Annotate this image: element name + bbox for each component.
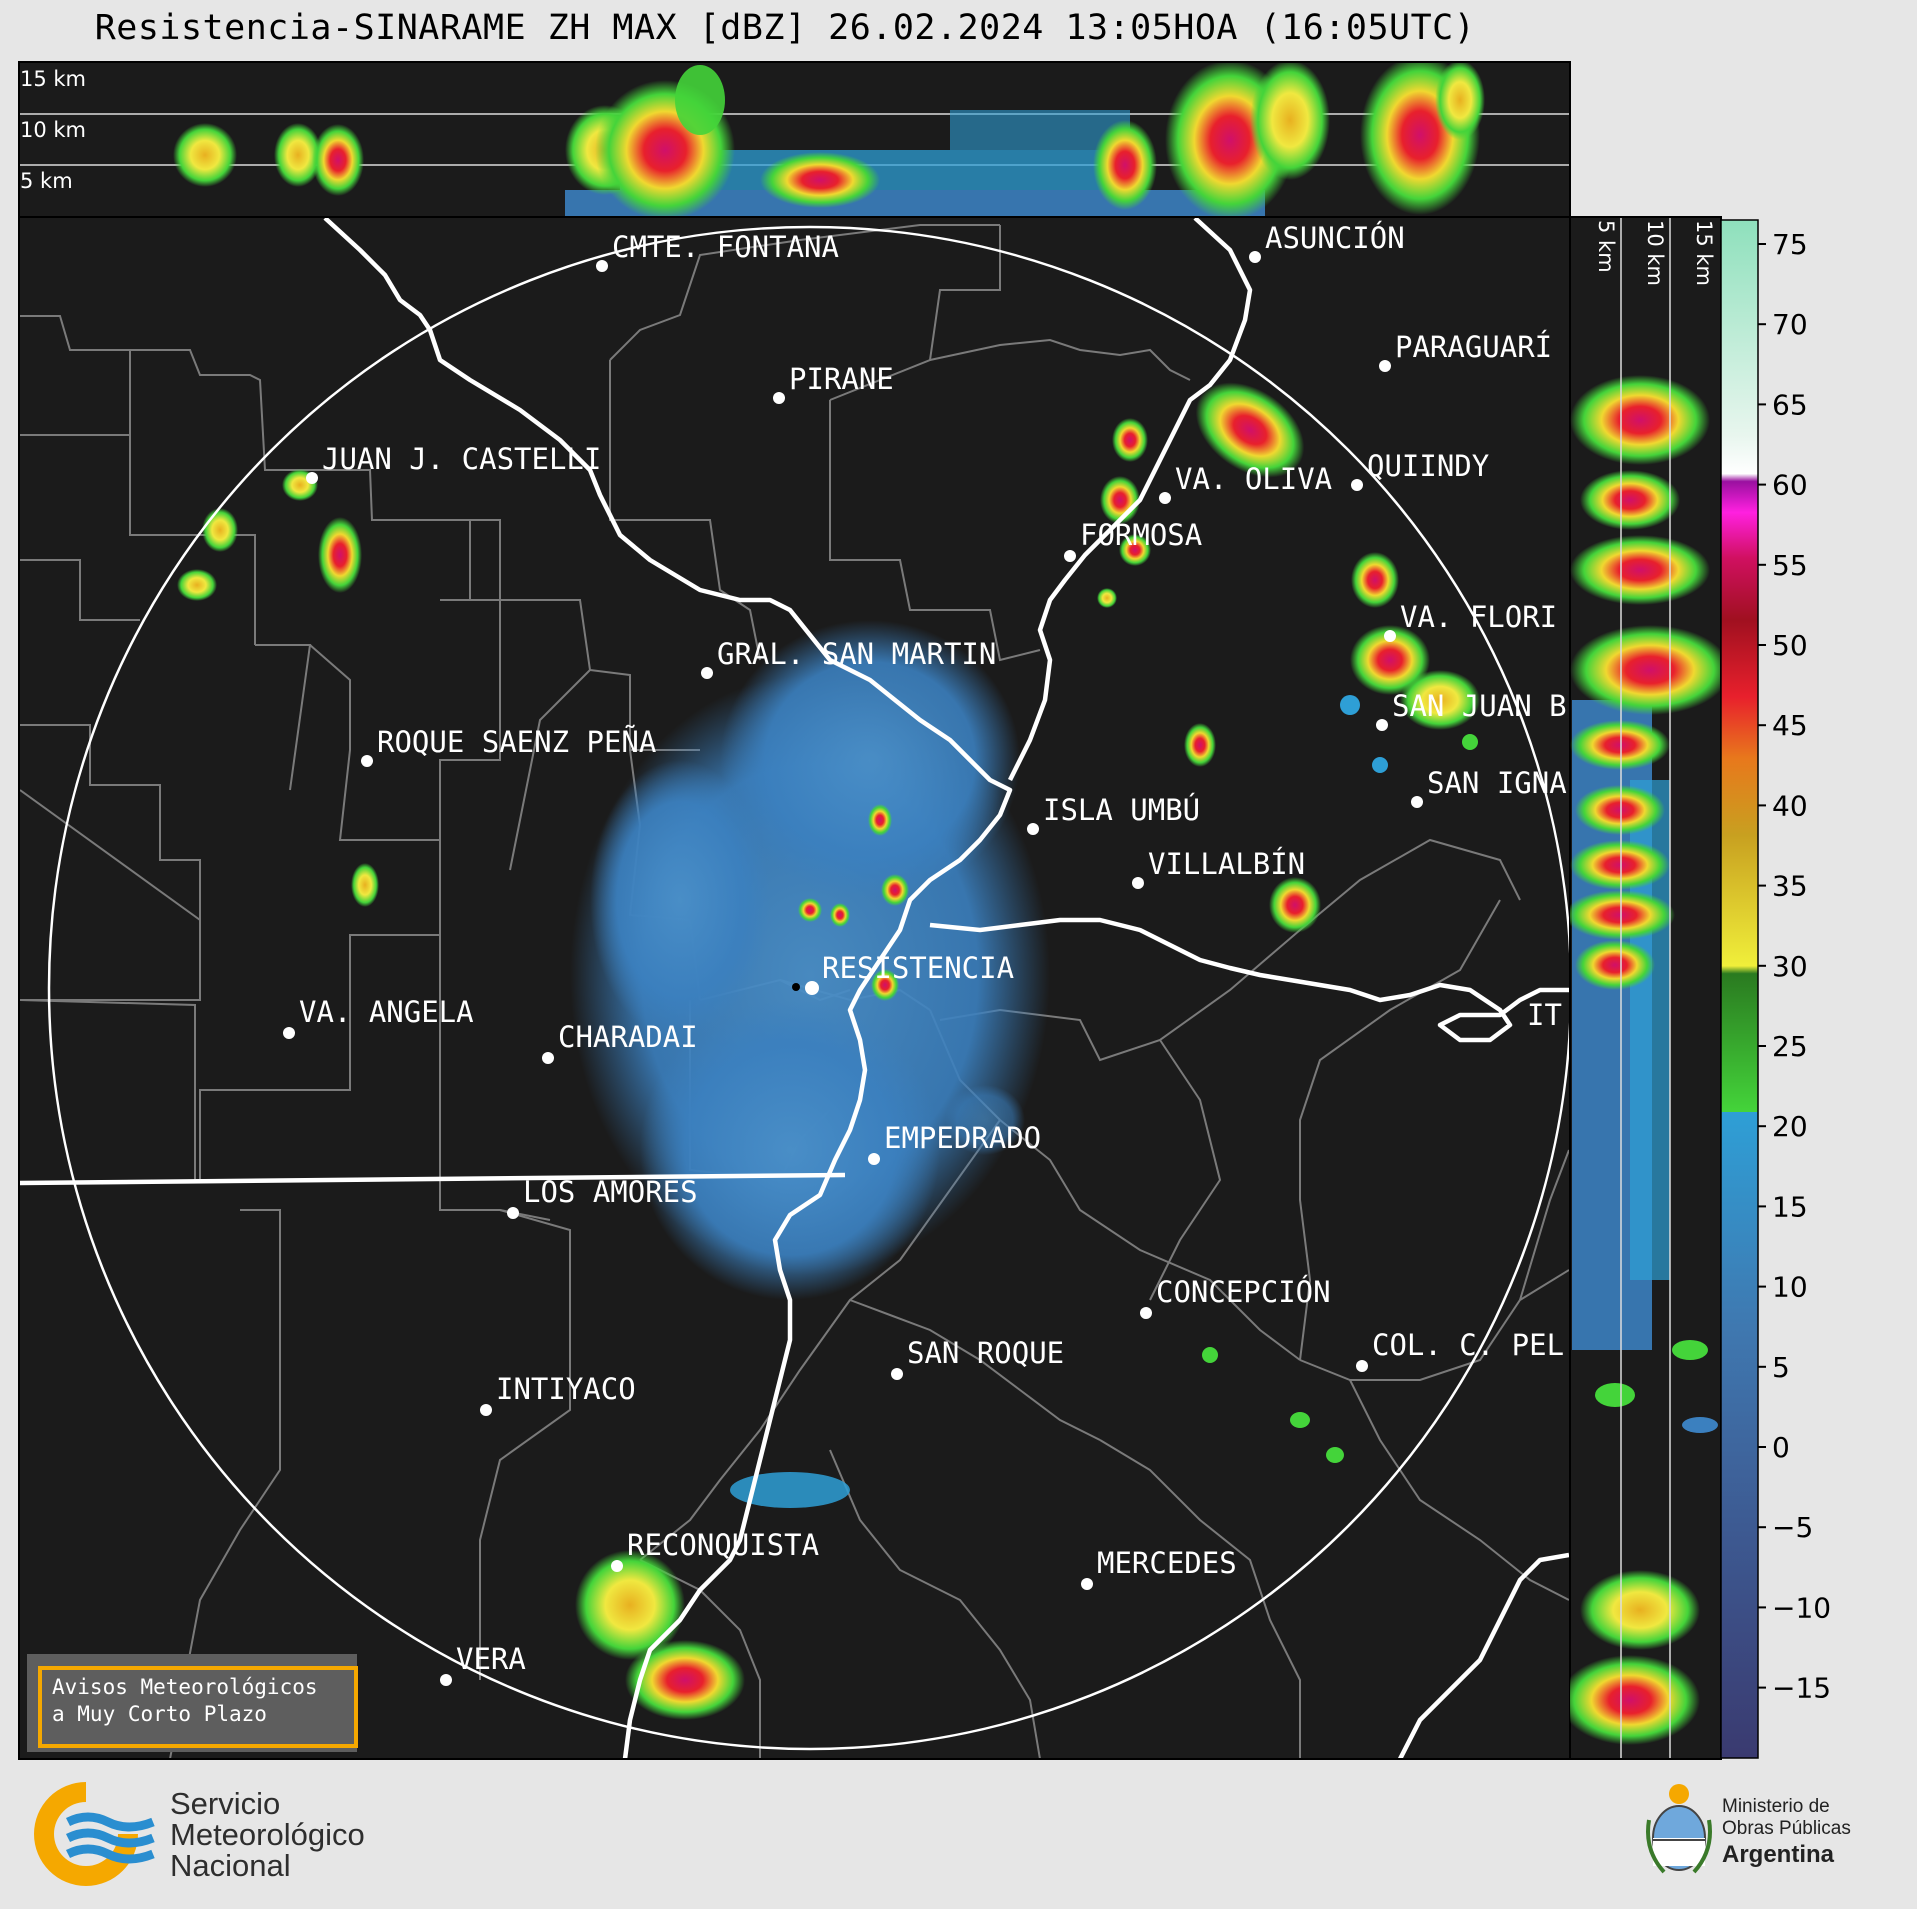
colorbar-tick-label: 60 [1772,469,1808,502]
colorbar-tick-label: 45 [1772,709,1808,742]
city-label-concepcion: CONCEPCIÓN [1156,1275,1331,1309]
top-height-label-10km: 10 km [20,118,86,142]
range-ring [47,225,1569,1751]
smn-line-2: Meteorológico [170,1817,365,1852]
colorbar-tick-label: 55 [1772,549,1808,582]
ministry-name: Ministerio de Obras Públicas Argentina [1722,1796,1851,1870]
warning-frame: Avisos Meteorológicos a Muy Corto Plazo [38,1666,358,1748]
side-height-profile: 5 km 10 km 15 km [1569,216,1722,1760]
ministry-line-3: Argentina [1722,1841,1835,1868]
side-height-label-15km: 15 km [1692,220,1716,286]
colorbar-tick-label: 40 [1772,789,1808,822]
city-label-va-oliva: VA. OLIVA [1175,462,1332,496]
city-labels: CMTE. FONTANA ASUNCIÓN PIRANE PARAGUARÍ … [299,221,1567,1676]
short-term-warning-banner[interactable]: Avisos Meteorológicos a Muy Corto Plazo [27,1654,358,1752]
city-label-va-flori: VA. FLORI [1400,600,1557,634]
city-label-los-amores: LOS AMORES [523,1175,698,1209]
city-label-empedrado: EMPEDRADO [884,1121,1041,1155]
city-markers [283,251,1423,1686]
city-label-intiyaco: INTIYACO [496,1372,636,1406]
colorbar-tick-label: 10 [1772,1271,1808,1304]
top-height-profile: 15 km 10 km 5 km [18,61,1571,219]
radar-map: CMTE. FONTANA ASUNCIÓN PIRANE PARAGUARÍ … [18,216,1571,1760]
colorbar-tick-label: 5 [1772,1351,1790,1384]
colorbar-tick-label: −15 [1772,1672,1831,1705]
city-label-roque-saenz-pena: ROQUE SAENZ PEÑA [377,725,656,759]
city-label-resistencia: RESISTENCIA [822,951,1014,985]
city-label-va-angela: VA. ANGELA [299,995,474,1029]
city-label-paraguari: PARAGUARÍ [1395,330,1552,364]
city-label-pirane: PIRANE [789,362,894,396]
city-label-cmte-fontana: CMTE. FONTANA [612,230,839,264]
city-label-isla-umbu: ISLA UMBÚ [1043,793,1200,827]
city-label-san-roque: SAN ROQUE [907,1336,1064,1370]
page-title: Resistencia-SINARAME ZH MAX [dBZ] 26.02.… [94,8,1476,48]
warning-line-2: a Muy Corto Plazo [52,1702,267,1726]
city-label-quiindy: QUIINDY [1367,449,1489,483]
rivers-borders [20,218,1569,1758]
colorbar-tick-label: −10 [1772,1591,1831,1624]
side-height-label-5km: 5 km [1594,220,1618,273]
city-label-asuncion: ASUNCIÓN [1265,221,1405,255]
top-height-label-5km: 5 km [20,169,73,193]
city-label-it: IT [1527,998,1562,1032]
smn-line-1: Servicio [170,1786,281,1821]
city-label-gral-san-martin: GRAL. SAN MARTIN [717,637,996,671]
city-label-juan-j-castelli: JUAN J. CASTELLI [322,442,601,476]
city-label-charadai: CHARADAI [558,1020,698,1054]
city-label-mercedes: MERCEDES [1097,1546,1237,1580]
colorbar-tick-label: 70 [1772,308,1808,341]
argentina-coat-of-arms-icon [1646,1784,1712,1874]
city-label-villalbin: VILLALBÍN [1148,847,1305,881]
smn-line-3: Nacional [170,1848,291,1883]
warning-line-1: Avisos Meteorológicos [52,1675,318,1699]
colorbar-tick-label: 20 [1772,1110,1808,1143]
city-label-col-c-pel: COL. C. PEL [1372,1328,1564,1362]
ministry-line-2: Obras Públicas [1722,1818,1851,1839]
ministry-line-1: Ministerio de [1722,1796,1830,1817]
colorbar-tick-label: 75 [1772,228,1808,261]
side-height-label-10km: 10 km [1643,220,1667,286]
radar-site-marker [792,983,800,991]
colorbar-tick-label: 15 [1772,1190,1808,1223]
city-label-san-juan-b: SAN JUAN B [1392,689,1567,723]
colorbar-tick-label: −5 [1772,1511,1813,1544]
smn-logo-icon [34,1782,155,1886]
city-label-vera: VERA [456,1642,526,1676]
city-label-formosa: FORMOSA [1080,518,1202,552]
city-label-reconquista: RECONQUISTA [627,1528,819,1562]
colorbar-tick-label: 35 [1772,870,1808,903]
colorbar-tick-label: 65 [1772,388,1808,421]
colorbar-tick-label: 30 [1772,950,1808,983]
city-label-san-igna: SAN IGNA [1427,766,1567,800]
colorbar-tick-label: 0 [1772,1431,1790,1464]
colorbar-tick-label: 50 [1772,629,1808,662]
colorbar-tick-label: 25 [1772,1030,1808,1063]
top-height-label-15km: 15 km [20,67,86,91]
smn-name: Servicio Meteorológico Nacional [170,1788,365,1881]
